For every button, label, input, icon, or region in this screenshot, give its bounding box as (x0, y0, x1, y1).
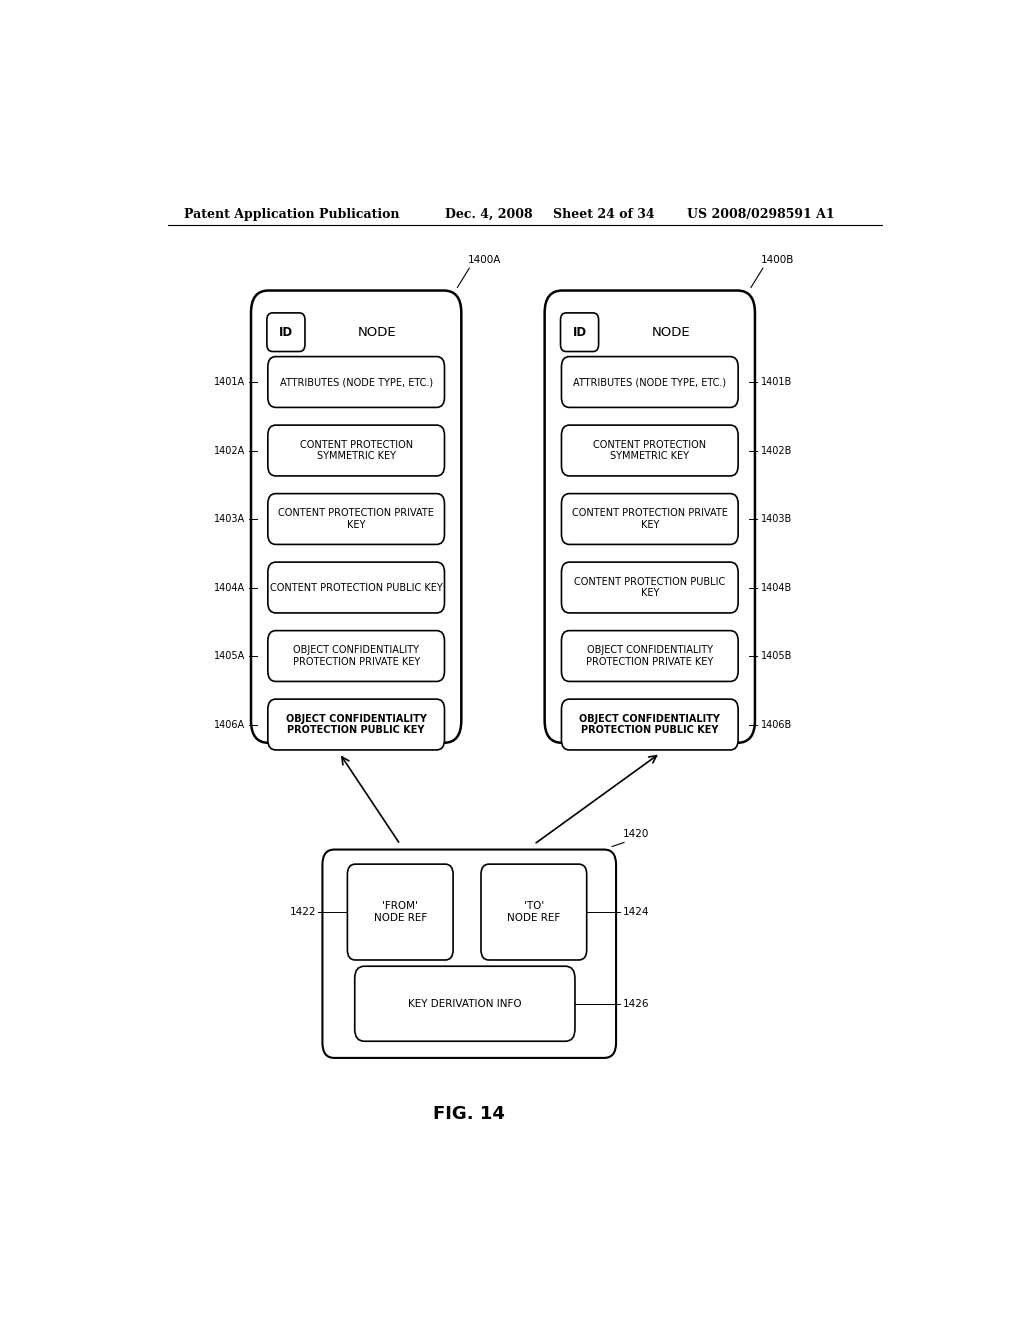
FancyBboxPatch shape (251, 290, 462, 743)
Text: 'FROM'
NODE REF: 'FROM' NODE REF (374, 902, 427, 923)
FancyBboxPatch shape (561, 631, 738, 681)
Text: 1400A: 1400A (468, 255, 501, 265)
Text: 1405B: 1405B (761, 651, 792, 661)
Text: CONTENT PROTECTION PUBLIC KEY: CONTENT PROTECTION PUBLIC KEY (269, 582, 442, 593)
Text: CONTENT PROTECTION PRIVATE
KEY: CONTENT PROTECTION PRIVATE KEY (279, 508, 434, 529)
Text: 1406B: 1406B (761, 719, 792, 730)
FancyBboxPatch shape (268, 700, 444, 750)
Text: 1420: 1420 (623, 829, 649, 840)
Text: 1402A: 1402A (214, 446, 246, 455)
Text: CONTENT PROTECTION
SYMMETRIC KEY: CONTENT PROTECTION SYMMETRIC KEY (300, 440, 413, 461)
Text: Patent Application Publication: Patent Application Publication (183, 207, 399, 220)
FancyBboxPatch shape (268, 494, 444, 544)
Text: 1401A: 1401A (214, 378, 246, 387)
Text: OBJECT CONFIDENTIALITY
PROTECTION PRIVATE KEY: OBJECT CONFIDENTIALITY PROTECTION PRIVAT… (293, 645, 420, 667)
Text: 1404B: 1404B (761, 582, 792, 593)
FancyBboxPatch shape (545, 290, 755, 743)
Text: OBJECT CONFIDENTIALITY
PROTECTION PUBLIC KEY: OBJECT CONFIDENTIALITY PROTECTION PUBLIC… (580, 714, 720, 735)
FancyBboxPatch shape (268, 425, 444, 477)
Text: OBJECT CONFIDENTIALITY
PROTECTION PRIVATE KEY: OBJECT CONFIDENTIALITY PROTECTION PRIVAT… (586, 645, 714, 667)
FancyBboxPatch shape (481, 865, 587, 960)
Text: 1400B: 1400B (761, 255, 795, 265)
Text: 1403A: 1403A (214, 513, 246, 524)
Text: 1406A: 1406A (214, 719, 246, 730)
Text: KEY DERIVATION INFO: KEY DERIVATION INFO (408, 999, 521, 1008)
FancyBboxPatch shape (354, 966, 574, 1041)
Text: US 2008/0298591 A1: US 2008/0298591 A1 (687, 207, 836, 220)
Text: 1426: 1426 (623, 999, 649, 1008)
Text: CONTENT PROTECTION
SYMMETRIC KEY: CONTENT PROTECTION SYMMETRIC KEY (593, 440, 707, 461)
Text: 1401B: 1401B (761, 378, 792, 387)
Text: 1424: 1424 (623, 907, 649, 917)
FancyBboxPatch shape (561, 700, 738, 750)
FancyBboxPatch shape (560, 313, 599, 351)
FancyBboxPatch shape (347, 865, 453, 960)
FancyBboxPatch shape (268, 631, 444, 681)
Text: FIG. 14: FIG. 14 (433, 1105, 505, 1123)
FancyBboxPatch shape (561, 494, 738, 544)
FancyBboxPatch shape (323, 850, 616, 1057)
FancyBboxPatch shape (267, 313, 305, 351)
Text: CONTENT PROTECTION PUBLIC
KEY: CONTENT PROTECTION PUBLIC KEY (574, 577, 725, 598)
FancyBboxPatch shape (561, 356, 738, 408)
Text: ATTRIBUTES (NODE TYPE, ETC.): ATTRIBUTES (NODE TYPE, ETC.) (280, 378, 433, 387)
Text: 'TO'
NODE REF: 'TO' NODE REF (507, 902, 560, 923)
Text: Sheet 24 of 34: Sheet 24 of 34 (553, 207, 654, 220)
Text: 1405A: 1405A (214, 651, 246, 661)
Text: 1422: 1422 (290, 907, 316, 917)
FancyBboxPatch shape (561, 562, 738, 612)
FancyBboxPatch shape (561, 425, 738, 477)
Text: CONTENT PROTECTION PRIVATE
KEY: CONTENT PROTECTION PRIVATE KEY (571, 508, 728, 529)
Text: ID: ID (279, 326, 293, 339)
Text: 1403B: 1403B (761, 513, 792, 524)
Text: NODE: NODE (651, 326, 690, 339)
FancyBboxPatch shape (268, 562, 444, 612)
FancyBboxPatch shape (268, 356, 444, 408)
Text: ID: ID (572, 326, 587, 339)
Text: OBJECT CONFIDENTIALITY
PROTECTION PUBLIC KEY: OBJECT CONFIDENTIALITY PROTECTION PUBLIC… (286, 714, 427, 735)
Text: ATTRIBUTES (NODE TYPE, ETC.): ATTRIBUTES (NODE TYPE, ETC.) (573, 378, 726, 387)
Text: 1404A: 1404A (214, 582, 246, 593)
Text: Dec. 4, 2008: Dec. 4, 2008 (445, 207, 534, 220)
Text: 1402B: 1402B (761, 446, 792, 455)
Text: NODE: NODE (357, 326, 396, 339)
